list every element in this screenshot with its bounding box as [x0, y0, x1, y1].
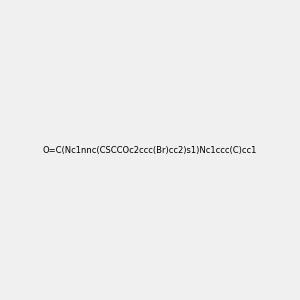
- Text: O=C(Nc1nnc(CSCCOc2ccc(Br)cc2)s1)Nc1ccc(C)cc1: O=C(Nc1nnc(CSCCOc2ccc(Br)cc2)s1)Nc1ccc(C…: [43, 146, 257, 154]
